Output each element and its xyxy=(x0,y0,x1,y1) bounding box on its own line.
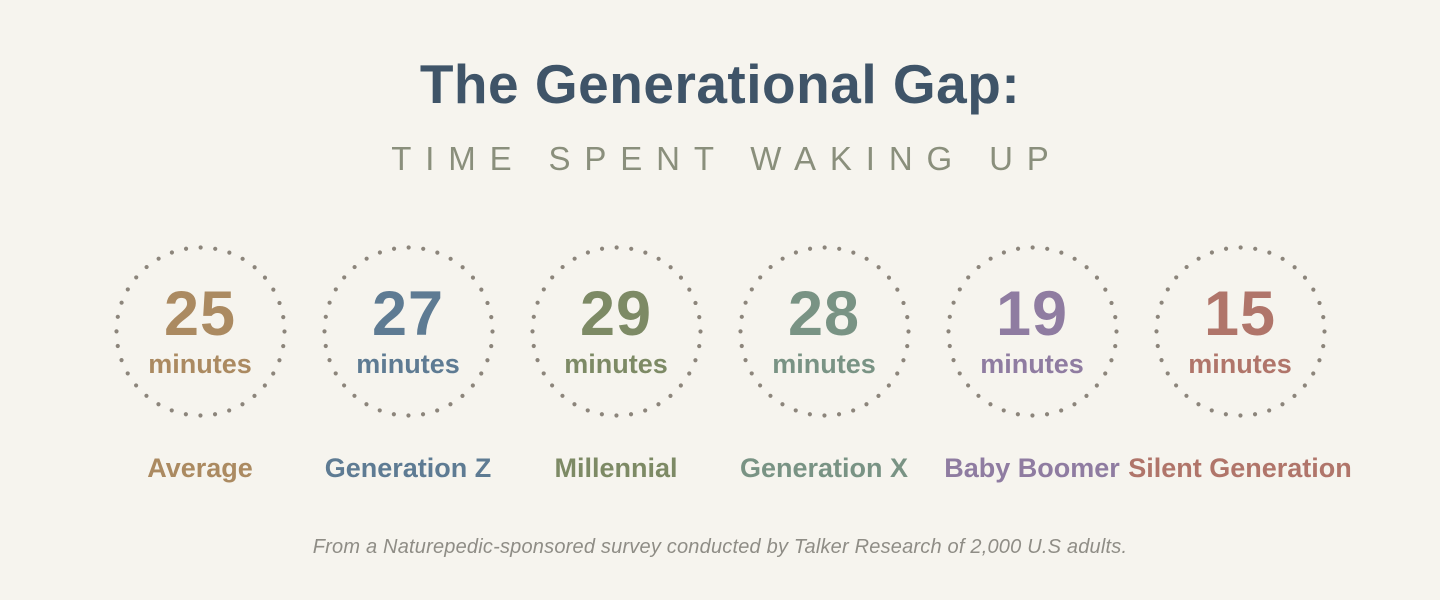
generation-label: Millennial xyxy=(554,453,678,483)
dotted-circle: 29 minutes xyxy=(528,243,705,420)
dotted-circle: 28 minutes xyxy=(736,243,913,420)
stat-card-silent-generation: 15 minutes Silent Generation xyxy=(1128,243,1352,484)
generation-label: Average xyxy=(147,453,253,483)
stat-card-generation-x: 28 minutes Generation X xyxy=(720,243,928,484)
source-footnote: From a Naturepedic-sponsored survey cond… xyxy=(312,536,1128,558)
minutes-value: 25 xyxy=(163,279,237,349)
header: The Generational Gap: TIME SPENT WAKING … xyxy=(0,0,1440,178)
stat-card-average: 25 minutes Average xyxy=(96,243,304,484)
generation-label: Baby Boomer xyxy=(944,453,1120,483)
dotted-circle: 25 minutes xyxy=(112,243,289,420)
page-title: The Generational Gap: xyxy=(419,53,1021,115)
generation-label: Silent Generation xyxy=(1128,453,1352,483)
dotted-circle: 19 minutes xyxy=(944,243,1121,420)
dotted-ring xyxy=(529,245,703,418)
minutes-unit: minutes xyxy=(356,349,460,379)
dotted-ring xyxy=(945,245,1119,418)
minutes-unit: minutes xyxy=(148,349,252,379)
dotted-ring xyxy=(737,245,911,418)
minutes-unit: minutes xyxy=(980,349,1084,379)
dotted-circle: 27 minutes xyxy=(320,243,497,420)
minutes-value: 28 xyxy=(787,279,861,349)
stat-card-baby-boomer: 19 minutes Baby Boomer xyxy=(928,243,1136,484)
page-subtitle: TIME SPENT WAKING UP xyxy=(391,140,1063,177)
stat-card-generation-z: 27 minutes Generation Z xyxy=(304,243,512,484)
stat-card-millennial: 29 minutes Millennial xyxy=(512,243,720,484)
minutes-unit: minutes xyxy=(772,349,876,379)
minutes-unit: minutes xyxy=(564,349,668,379)
dotted-ring xyxy=(1153,245,1327,418)
generation-label: Generation Z xyxy=(324,453,492,483)
minutes-value: 19 xyxy=(995,279,1069,349)
minutes-unit: minutes xyxy=(1188,349,1292,379)
minutes-value: 15 xyxy=(1203,279,1277,349)
generation-label: Generation X xyxy=(739,453,909,483)
minutes-value: 29 xyxy=(579,279,653,349)
minutes-value: 27 xyxy=(371,279,445,349)
dotted-ring xyxy=(113,245,287,418)
dotted-ring xyxy=(321,245,495,418)
stat-circles-row: 25 minutes Average 27 minutes Generation… xyxy=(0,243,1440,484)
dotted-circle: 15 minutes xyxy=(1152,243,1329,420)
